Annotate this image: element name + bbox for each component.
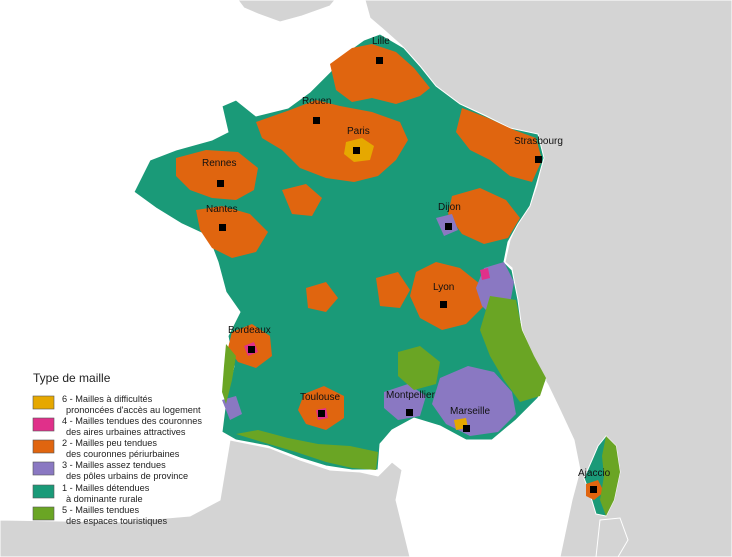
zone-provence [432, 366, 516, 436]
zone-northeast [456, 108, 542, 182]
legend-label: 1 - Mailles détendues à dominante rurale [62, 483, 150, 504]
legend-swatch [32, 439, 55, 454]
city-marker-montpellier [406, 409, 413, 416]
legend-item: 1 - Mailles détendues à dominante rurale [32, 483, 150, 504]
zone-atlantic-coast-green [222, 344, 236, 404]
legend-label: 2 - Mailles peu tendues des couronnes pér… [62, 438, 180, 459]
legend-label: 6 - Mailles à difficultés prononcées d'ac… [62, 394, 201, 415]
city-marker-bordeaux [248, 346, 255, 353]
city-label-strasbourg: Strasbourg [514, 136, 563, 147]
zone-paris-basin [256, 100, 408, 182]
city-marker-toulouse [318, 410, 325, 417]
legend-swatch [32, 484, 55, 499]
city-marker-lyon [440, 301, 447, 308]
zone-languedoc [384, 384, 426, 420]
legend-item: 5 - Mailles tendues des espaces touristiq… [32, 505, 168, 526]
legend-item: 4 - Mailles tendues des couronnes des air… [32, 416, 202, 437]
city-marker-rennes [217, 180, 224, 187]
sardinia-landmass [595, 517, 629, 557]
france-mainland [133, 33, 547, 471]
city-marker-lille [376, 57, 383, 64]
city-marker-strasbourg [535, 156, 542, 163]
city-label-rennes: Rennes [202, 158, 236, 169]
legend-label: 5 - Mailles tendues des espaces touristiq… [62, 505, 168, 526]
city-marker-dijon [445, 223, 452, 230]
zone-geneva-magenta [480, 268, 490, 280]
spain-landmass [0, 439, 411, 557]
city-label-dijon: Dijon [438, 202, 461, 213]
zone-clermont [376, 272, 410, 308]
zone-centre [282, 184, 322, 216]
legend-item: 6 - Mailles à difficultés prononcées d'ac… [32, 394, 201, 415]
city-label-bordeaux: Bordeaux [228, 325, 271, 336]
legend-swatch [32, 461, 55, 476]
zone-basque [222, 396, 242, 420]
zone-north [330, 44, 430, 104]
legend-swatch [32, 395, 55, 410]
zone-lyon [410, 262, 484, 330]
legend-title: Type de maille [33, 371, 111, 385]
legend-item: 3 - Mailles assez tendues des pôles urbai… [32, 460, 188, 481]
legend-label: 4 - Mailles tendues des couronnes des air… [62, 416, 202, 437]
zone-corsica-green [600, 436, 620, 516]
zone-cevennes-green [398, 346, 440, 390]
city-label-lille: Lille [372, 36, 390, 47]
zone-east [448, 188, 520, 244]
city-label-lyon: Lyon [433, 282, 454, 293]
zone-toulouse [298, 386, 344, 430]
zone-pyrenees-green [236, 430, 378, 470]
city-label-rouen: Rouen [302, 96, 331, 107]
legend-swatch [32, 506, 55, 521]
city-marker-nantes [219, 224, 226, 231]
city-label-ajaccio: Ajaccio [578, 468, 611, 479]
city-markers: Lille Rouen Paris Strasbourg Rennes Nant… [202, 36, 611, 493]
legend: Type de maille 6 - Mailles à difficultés… [32, 371, 202, 526]
uk-landmass [237, 0, 336, 23]
city-label-toulouse: Toulouse [300, 392, 340, 403]
zone-brittany [176, 150, 258, 200]
city-marker-rouen [313, 117, 320, 124]
zone-alpine-green [480, 296, 546, 402]
city-marker-ajaccio [590, 486, 597, 493]
city-marker-marseille [463, 425, 470, 432]
city-marker-paris [353, 147, 360, 154]
city-label-nantes: Nantes [206, 204, 238, 215]
legend-item: 2 - Mailles peu tendues des couronnes pér… [32, 438, 180, 459]
zone-limoges [306, 282, 338, 312]
city-label-montpellier: Montpellier [386, 390, 436, 401]
city-label-paris: Paris [347, 126, 370, 137]
zone-loire [196, 206, 268, 258]
city-label-marseille: Marseille [450, 406, 490, 417]
legend-label: 3 - Mailles assez tendues des pôles urbai… [62, 460, 188, 481]
legend-swatch [32, 417, 55, 432]
mesh-zones [176, 44, 620, 516]
